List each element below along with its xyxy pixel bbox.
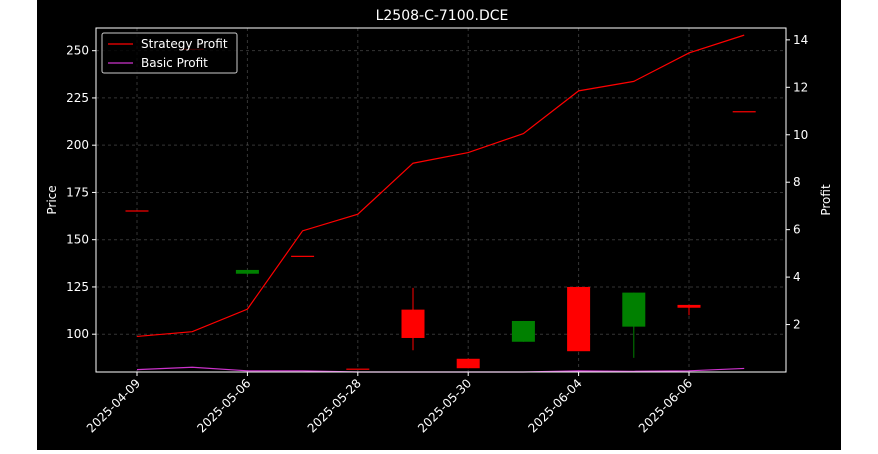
x-tick-label: 2025-05-06 bbox=[194, 376, 253, 435]
y-tick-label: 150 bbox=[66, 233, 89, 247]
candle-body bbox=[677, 304, 701, 308]
legend-label-basic-profit: Basic Profit bbox=[141, 56, 208, 70]
y-tick-label: 175 bbox=[66, 185, 89, 199]
candle-body bbox=[456, 358, 480, 369]
y-tick-label: 200 bbox=[66, 138, 89, 152]
grid-layer bbox=[96, 28, 786, 372]
chart-svg: L2508-C-7100.DCE 100 125 150 175 200 225 250 2… bbox=[45, 8, 833, 435]
axes-layer bbox=[95, 27, 787, 373]
x-tick-label: 2025-06-04 bbox=[526, 376, 585, 435]
x-tick-label: 2025-05-30 bbox=[415, 376, 474, 435]
x-tick-label: 2025-05-28 bbox=[305, 376, 364, 435]
y-tick-label: 125 bbox=[66, 280, 89, 294]
x-axis-ticks: 2025-04-09 2025-05-06 2025-05-28 2025-05-30… bbox=[84, 372, 695, 435]
y-tick-label: 250 bbox=[66, 44, 89, 58]
candle-body bbox=[622, 292, 646, 327]
candle-body bbox=[235, 269, 259, 274]
basic-profit-line bbox=[136, 366, 745, 373]
line-layer bbox=[136, 34, 745, 373]
chart-figure: L2508-C-7100.DCE 100 125 150 175 200 225 250 2… bbox=[37, 0, 841, 450]
right-axis-ticks: 2 4 6 8 10 12 14 bbox=[786, 33, 808, 332]
candle-layer bbox=[125, 48, 756, 370]
y2-tick-label: 8 bbox=[793, 175, 801, 189]
legend: Strategy Profit Basic Profit bbox=[101, 32, 238, 74]
y2-axis-label: Profit bbox=[819, 184, 833, 216]
y2-tick-label: 12 bbox=[793, 80, 808, 94]
candle-body bbox=[291, 255, 315, 257]
y2-tick-label: 2 bbox=[793, 318, 801, 332]
legend-label-strategy-profit: Strategy Profit bbox=[141, 37, 228, 51]
candle-body bbox=[401, 309, 425, 338]
x-tick-label: 2025-06-06 bbox=[636, 376, 695, 435]
candle-body bbox=[732, 111, 756, 113]
plot-frame bbox=[95, 27, 787, 373]
candle-body bbox=[125, 210, 149, 212]
chart-title: L2508-C-7100.DCE bbox=[376, 8, 509, 24]
y2-tick-label: 10 bbox=[793, 128, 808, 142]
y-tick-label: 100 bbox=[66, 327, 89, 341]
candle-body bbox=[511, 320, 535, 342]
candle-body bbox=[567, 286, 591, 352]
y-tick-label: 225 bbox=[66, 91, 89, 105]
legend-box bbox=[101, 32, 238, 74]
y-axis-label: Price bbox=[45, 185, 59, 214]
x-tick-label: 2025-04-09 bbox=[84, 376, 143, 435]
y2-tick-label: 4 bbox=[793, 270, 801, 284]
candle-body bbox=[346, 368, 370, 370]
y2-tick-label: 6 bbox=[793, 223, 801, 237]
left-axis-ticks: 100 125 150 175 200 225 250 bbox=[66, 44, 96, 341]
strategy-profit-line bbox=[136, 34, 745, 338]
y2-tick-label: 14 bbox=[793, 33, 808, 47]
